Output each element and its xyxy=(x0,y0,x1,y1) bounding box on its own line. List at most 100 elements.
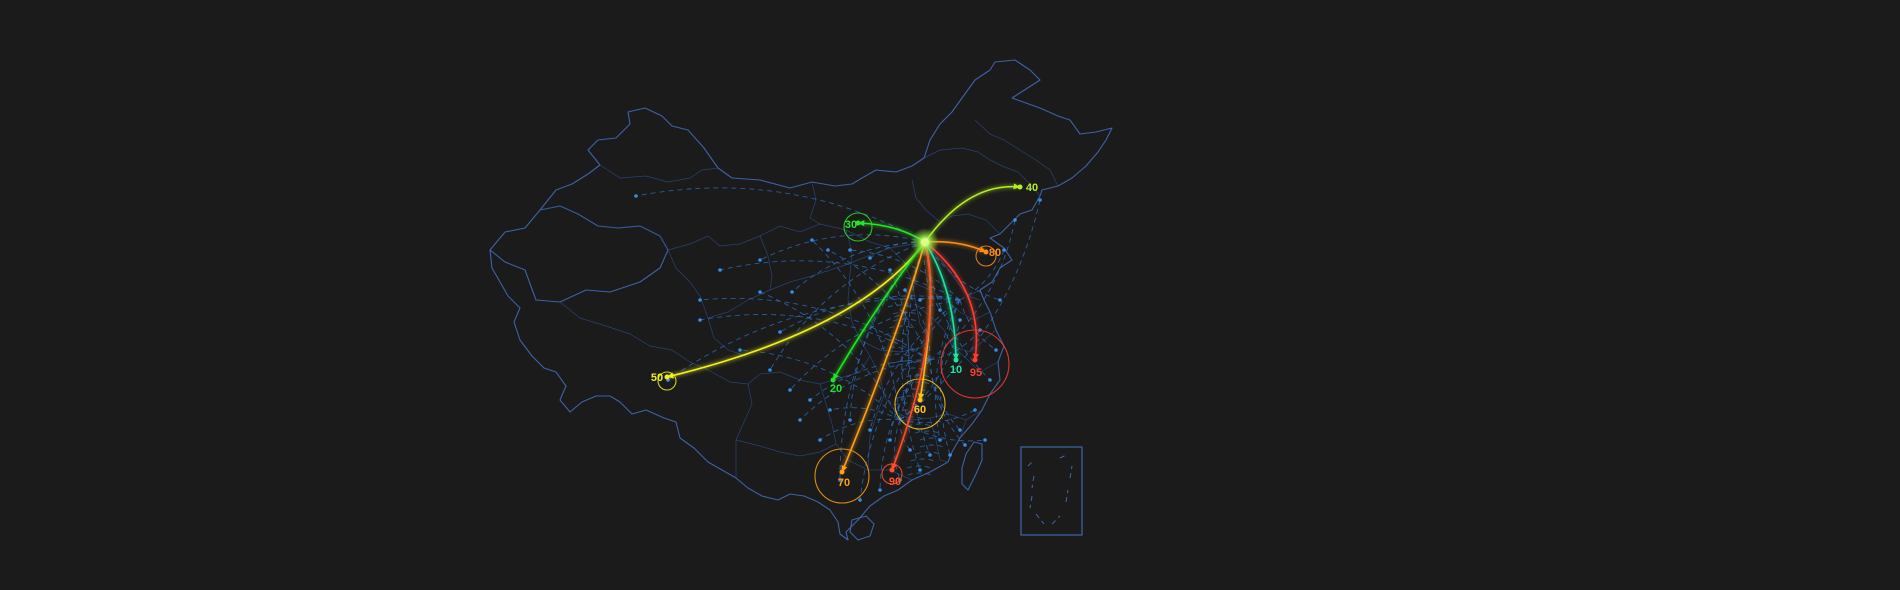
city-dot xyxy=(878,488,882,492)
city-dot xyxy=(938,308,942,312)
city-dot xyxy=(818,438,822,442)
flow-arrow-east-cyan xyxy=(952,353,959,360)
background-route xyxy=(869,299,961,431)
background-route xyxy=(940,299,961,456)
background-route xyxy=(929,359,961,431)
background-route xyxy=(885,353,910,357)
background-route xyxy=(906,465,932,469)
value-label-south-west: 20 xyxy=(830,383,842,395)
background-route xyxy=(889,325,914,329)
city-dot xyxy=(908,448,912,452)
background-route xyxy=(799,359,931,421)
city-dot xyxy=(798,418,802,422)
background-route xyxy=(892,318,918,322)
city-dot xyxy=(928,453,932,457)
city-dot xyxy=(918,298,922,302)
city-dot xyxy=(738,348,742,352)
flow-line-east-red xyxy=(924,241,978,361)
background-route xyxy=(811,239,901,421)
city-dot xyxy=(888,438,892,442)
background-route xyxy=(667,298,961,381)
background-route xyxy=(789,299,961,391)
city-dot xyxy=(808,398,812,402)
value-label-south-east: 90 xyxy=(889,476,901,488)
background-route xyxy=(902,388,927,392)
destination-dot-east-red xyxy=(972,357,978,363)
background-route xyxy=(907,423,932,427)
destination-dot-south xyxy=(839,469,845,475)
destination-labels: 40 30 80 50 20 60 70 90 10 95 xyxy=(651,182,1038,489)
south-china-sea-inset xyxy=(1020,446,1083,536)
city-dot xyxy=(826,248,830,252)
background-route xyxy=(897,395,922,399)
background-route xyxy=(893,402,918,406)
background-route xyxy=(849,249,961,301)
background-route xyxy=(827,249,931,361)
value-label-north: 30 xyxy=(845,219,857,231)
flow-line-north-east xyxy=(924,185,1021,243)
destination-dot-south-east xyxy=(889,467,895,473)
hainan-island xyxy=(849,515,875,541)
background-route xyxy=(934,299,961,441)
city-dot xyxy=(903,288,907,292)
background-route xyxy=(899,419,911,451)
background-route xyxy=(919,295,961,301)
city-dot xyxy=(1013,218,1017,222)
background-route xyxy=(699,314,931,361)
background-route xyxy=(894,419,901,481)
flow-line-south-east xyxy=(891,241,932,471)
value-label-east-red: 95 xyxy=(970,367,982,379)
destination-dot-east-coast xyxy=(983,249,989,255)
destination-dot-east-cyan xyxy=(953,357,959,363)
background-route xyxy=(899,416,924,420)
city-dot xyxy=(758,258,762,262)
city-dot xyxy=(1002,248,1006,252)
destination-dot-central-south xyxy=(917,397,923,403)
city-dot xyxy=(768,368,772,372)
city-dot xyxy=(778,330,782,334)
background-route xyxy=(893,360,918,364)
city-dot xyxy=(828,408,832,412)
city-dot xyxy=(868,428,872,432)
background-route xyxy=(759,234,926,261)
background-route xyxy=(791,241,926,293)
destination-dot-north-east xyxy=(1017,184,1023,190)
background-route xyxy=(769,241,926,371)
city-dot xyxy=(1038,198,1042,202)
flow-lines xyxy=(657,183,1023,504)
city-dot xyxy=(958,428,962,432)
taiwan-island xyxy=(961,441,983,491)
city-dot xyxy=(788,388,792,392)
city-dot xyxy=(918,468,922,472)
background-route xyxy=(919,444,945,448)
destination-dot-south-west xyxy=(830,377,836,383)
city-dot xyxy=(994,348,998,352)
background-route xyxy=(635,187,926,243)
flow-arrow-north xyxy=(858,220,865,227)
city-dot xyxy=(983,438,987,442)
background-route xyxy=(959,299,997,351)
background-route xyxy=(809,359,931,401)
flow-line-far-west xyxy=(666,241,926,378)
city-dot xyxy=(698,318,702,322)
ripple-south-east xyxy=(881,463,903,485)
origin-marker xyxy=(911,228,939,256)
background-route xyxy=(892,311,917,315)
background-route xyxy=(739,349,901,421)
value-label-south: 70 xyxy=(838,477,850,489)
background-routes xyxy=(634,187,1042,502)
city-dot xyxy=(948,453,952,457)
city-dot xyxy=(888,268,892,272)
flow-arrow-east-red xyxy=(972,353,979,360)
background-route xyxy=(899,319,961,421)
background-route xyxy=(904,289,931,361)
background-route xyxy=(907,472,932,476)
value-label-north-east: 40 xyxy=(1026,182,1038,194)
city-dot xyxy=(848,248,852,252)
value-label-east-coast: 80 xyxy=(989,247,1001,259)
city-dot xyxy=(838,478,842,482)
ripple-far-west xyxy=(657,371,677,391)
background-route xyxy=(879,297,905,301)
west-region-outline xyxy=(489,205,669,303)
